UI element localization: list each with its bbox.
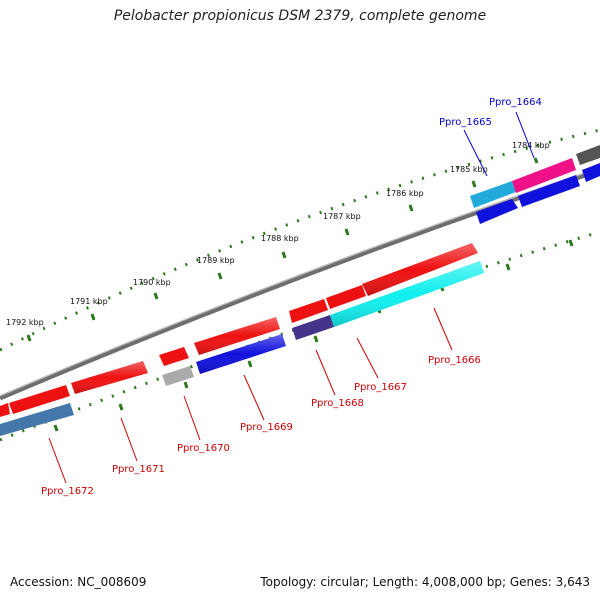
inner-tick-5 bbox=[313, 335, 319, 343]
gene-label-ppro1668[interactable]: Ppro_1668 bbox=[311, 398, 364, 409]
tick-mark-1790 bbox=[153, 292, 159, 300]
outer-scale-ring bbox=[0, 128, 600, 352]
tick-label-1791: 1791 kbp bbox=[70, 297, 108, 306]
feature-inner-gray[interactable] bbox=[162, 366, 194, 386]
feature-ppro1664[interactable] bbox=[512, 158, 576, 193]
tick-label-1790: 1790 kbp bbox=[133, 278, 171, 287]
tick-label-1792: 1792 kbp bbox=[6, 318, 44, 327]
genome-backbone-highlight bbox=[0, 167, 600, 397]
feature-inner-steel[interactable] bbox=[0, 403, 74, 436]
feature-outer-3[interactable] bbox=[289, 299, 328, 323]
inner-tick-2 bbox=[505, 263, 511, 271]
leader-ppro1672 bbox=[48, 437, 67, 484]
tick-mark-1785 bbox=[471, 180, 477, 188]
feature-inner-blue-4[interactable] bbox=[582, 163, 600, 182]
leader-ppro1666 bbox=[433, 307, 453, 351]
tick-mark-1791 bbox=[90, 313, 96, 321]
feature-inner-slate[interactable] bbox=[292, 315, 334, 340]
inner-tick-8 bbox=[118, 403, 124, 411]
feature-outer-gray[interactable] bbox=[576, 145, 600, 165]
shine-1 bbox=[362, 243, 478, 296]
tick-label-1787: 1787 kbp bbox=[323, 212, 361, 221]
tick-label-1784: 1784 kbp bbox=[512, 141, 550, 150]
feature-outer-5[interactable] bbox=[159, 347, 189, 366]
gene-label-ppro1671[interactable]: Ppro_1671 bbox=[112, 464, 165, 475]
inner-tick-9 bbox=[53, 424, 59, 432]
tick-label-1786: 1786 kbp bbox=[386, 189, 424, 198]
forward-strand-features bbox=[0, 145, 600, 417]
leader-ppro1670 bbox=[183, 395, 201, 441]
feature-shine-overlay bbox=[71, 243, 484, 394]
shine-3 bbox=[196, 334, 286, 374]
shine-5 bbox=[71, 361, 148, 394]
feature-outer-7[interactable] bbox=[9, 385, 70, 414]
inner-tick-6 bbox=[247, 360, 253, 368]
feature-inner-blue-2[interactable] bbox=[476, 199, 518, 224]
leader-ppro1667 bbox=[356, 337, 379, 379]
feature-outer-2[interactable] bbox=[326, 285, 366, 309]
tick-mark-1792 bbox=[26, 334, 32, 342]
gene-label-ppro1665[interactable]: Ppro_1665 bbox=[439, 117, 492, 128]
leader-ppro1664 bbox=[515, 111, 535, 159]
leader-ppro1669 bbox=[243, 374, 265, 421]
gene-label-ppro1670[interactable]: Ppro_1670 bbox=[177, 443, 230, 454]
genome-summary-text: Topology: circular; Length: 4,008,000 bp… bbox=[260, 575, 590, 589]
tick-label-1789: 1789 kbp bbox=[197, 256, 235, 265]
tick-mark-1784 bbox=[533, 157, 539, 164]
tick-mark-1788 bbox=[281, 251, 287, 259]
inner-tick-1 bbox=[568, 239, 574, 247]
tick-label-1788: 1788 kbp bbox=[261, 234, 299, 243]
map-title: Pelobacter propionicus DSM 2379, complet… bbox=[113, 8, 487, 24]
leader-ppro1668 bbox=[315, 349, 336, 396]
gene-label-ppro1672[interactable]: Ppro_1672 bbox=[41, 486, 94, 497]
tick-label-1785: 1785 kbp bbox=[450, 165, 488, 174]
genome-backbone bbox=[0, 167, 600, 401]
gene-labels: Ppro_1664 Ppro_1665 Ppro_1666 Ppro_1667 … bbox=[41, 97, 542, 497]
tick-mark-1789 bbox=[217, 272, 223, 280]
gene-label-ppro1669[interactable]: Ppro_1669 bbox=[240, 422, 293, 433]
feature-ppro1665[interactable] bbox=[470, 181, 516, 208]
outer-major-ticks bbox=[26, 157, 539, 342]
accession-text: Accession: NC_008609 bbox=[10, 575, 147, 589]
tick-mark-1786 bbox=[408, 204, 414, 212]
shine-4 bbox=[194, 317, 280, 355]
scale-tick-labels: 1784 kbp 1785 kbp 1786 kbp 1787 kbp 1788… bbox=[6, 141, 550, 327]
shine-2 bbox=[330, 261, 484, 327]
leader-ppro1671 bbox=[120, 417, 138, 462]
inner-tick-7 bbox=[183, 381, 189, 389]
tick-mark-1787 bbox=[344, 228, 350, 236]
gene-label-ppro1664[interactable]: Ppro_1664 bbox=[489, 97, 542, 108]
gene-label-ppro1666[interactable]: Ppro_1666 bbox=[428, 355, 481, 366]
leader-ppro1665 bbox=[463, 129, 488, 177]
feature-outer-8[interactable] bbox=[0, 403, 10, 417]
feature-inner-blue-3[interactable] bbox=[518, 175, 580, 207]
gene-label-ppro1667[interactable]: Ppro_1667 bbox=[354, 382, 407, 393]
label-leader-lines bbox=[48, 111, 535, 484]
